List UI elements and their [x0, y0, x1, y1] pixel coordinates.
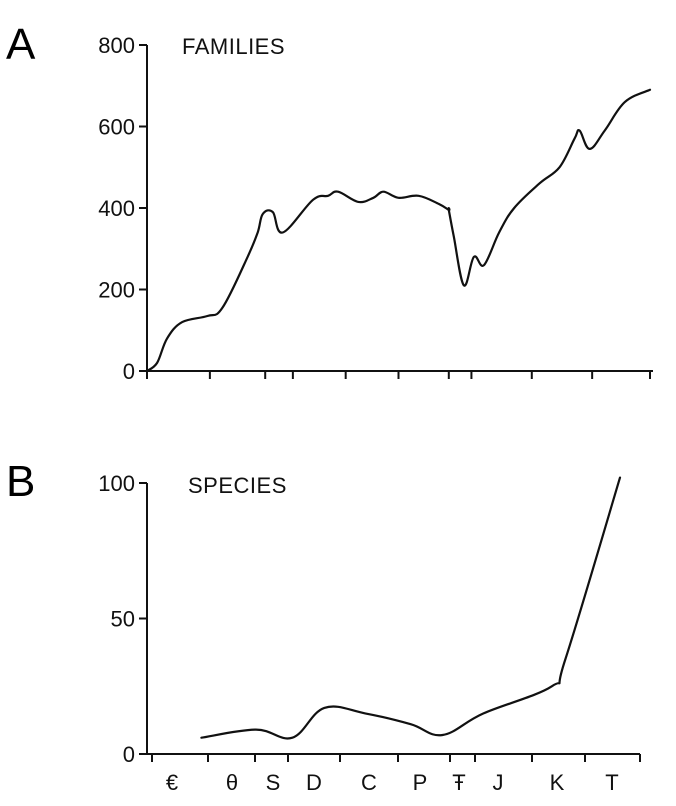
panel-a-y-tick-label: 400 [98, 196, 135, 221]
panel-b-y-tick-label: 100 [98, 471, 135, 496]
panel-b-x-tick-label: Ŧ [452, 770, 465, 795]
panel-a-series-line [145, 88, 652, 373]
panel-b-species-chart: B SPECIES 0 50 100 € θ S D C P Ŧ J K T [6, 457, 641, 795]
panel-b-x-tick-label: C [361, 770, 377, 795]
panel-a-x-ticks [146, 371, 651, 379]
panel-b-x-tick-label: S [266, 770, 281, 795]
panel-b-x-tick-label: θ [226, 770, 238, 795]
panel-b-y-ticks: 0 50 100 [98, 471, 147, 767]
panel-a-y-tick-label: 600 [98, 115, 135, 140]
panel-b-x-tick-label: D [306, 770, 322, 795]
panel-b-x-ticks: € θ S D C P Ŧ J K T [151, 754, 641, 795]
panel-b-y-tick-label: 0 [123, 742, 135, 767]
panel-a-y-tick-label: 200 [98, 278, 135, 303]
panel-b-x-tick-label: P [413, 770, 428, 795]
panel-b-title: SPECIES [188, 473, 287, 498]
panel-b-series-line [200, 476, 622, 740]
panel-b-x-tick-label: J [493, 770, 504, 795]
panel-b-y-tick-label: 50 [111, 607, 135, 632]
panel-a-y-tick-label: 800 [98, 33, 135, 58]
panel-a-y-tick-label: 0 [123, 359, 135, 384]
panel-a-families-chart: A FAMILIES 0 200 400 600 800 [6, 20, 653, 384]
panel-a-title: FAMILIES [182, 34, 285, 59]
panel-b-x-tick-label: € [166, 770, 178, 795]
panel-b-letter: B [6, 457, 35, 506]
panel-a-y-ticks: 0 200 400 600 800 [98, 33, 147, 384]
panel-b-x-tick-label: K [550, 770, 565, 795]
panel-a-letter: A [6, 20, 36, 69]
panel-b-x-tick-label: T [605, 770, 618, 795]
